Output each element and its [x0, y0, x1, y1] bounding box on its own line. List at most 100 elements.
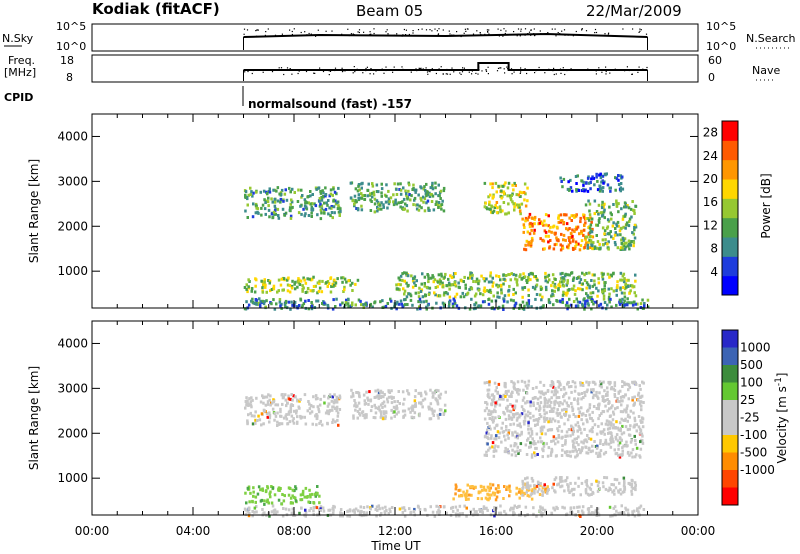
data-cell [591, 511, 594, 515]
data-cell [380, 512, 383, 515]
data-cell [575, 243, 578, 247]
data-cell [347, 297, 350, 301]
data-cell [617, 183, 621, 186]
data-cell [635, 446, 639, 450]
data-cell [558, 299, 562, 303]
data-cell [246, 216, 249, 219]
data-cell [516, 445, 519, 449]
data-cell [532, 396, 536, 400]
data-cell [341, 512, 344, 516]
data-cell [470, 276, 474, 280]
nsearch-point [325, 30, 327, 32]
data-cell [584, 300, 587, 303]
data-cell [557, 435, 561, 439]
nave-point [637, 71, 639, 73]
data-cell [509, 506, 513, 510]
data-cell [415, 207, 419, 211]
data-cell [637, 510, 640, 514]
data-cell [588, 284, 591, 288]
data-cell [606, 427, 610, 431]
data-cell [600, 206, 604, 210]
data-cell [601, 189, 604, 193]
data-cell [560, 180, 563, 183]
nave-point [453, 71, 455, 73]
data-cell [254, 211, 258, 215]
nave-point [638, 66, 640, 68]
data-cell [506, 404, 510, 408]
data-cell [427, 280, 430, 284]
data-cell [354, 282, 357, 286]
data-cell [388, 391, 392, 394]
data-cell [587, 240, 590, 244]
data-cell [633, 425, 636, 429]
data-cell [494, 404, 497, 408]
cpid-label: CPID [4, 91, 33, 104]
data-cell [307, 195, 310, 198]
data-cell [287, 493, 291, 497]
data-cell [327, 508, 330, 512]
data-cell [528, 488, 531, 492]
data-cell [575, 437, 578, 441]
data-cell [539, 401, 543, 405]
data-cell [616, 284, 619, 288]
data-cell [337, 204, 340, 208]
data-cell [589, 239, 593, 243]
nsearch-point [540, 33, 542, 35]
data-cell [420, 402, 423, 406]
data-cell [525, 391, 529, 395]
data-cell [565, 430, 569, 434]
data-cell [529, 400, 532, 404]
nsearch-point [530, 34, 532, 36]
data-cell [523, 514, 527, 518]
data-cell [557, 214, 561, 218]
data-cell [586, 388, 589, 392]
data-cell [440, 272, 443, 276]
data-cell [631, 200, 634, 203]
nave-point [601, 71, 603, 73]
data-cell [486, 508, 489, 512]
data-cell [407, 292, 411, 296]
data-cell [632, 244, 635, 248]
data-cell [539, 380, 542, 384]
data-cell [445, 284, 448, 288]
nave-point [278, 67, 280, 69]
data-cell [615, 303, 618, 307]
data-cell [605, 172, 608, 176]
data-cell [382, 203, 385, 207]
data-cell [332, 187, 335, 191]
data-cell [319, 217, 323, 221]
data-cell [486, 428, 489, 432]
nsearch-point [638, 31, 640, 33]
data-cell [541, 295, 544, 299]
data-cell [459, 295, 463, 299]
data-cell [580, 392, 584, 395]
data-cell [590, 230, 594, 234]
data-cell [273, 188, 277, 192]
data-cell [272, 284, 276, 288]
data-cell [383, 412, 386, 416]
data-cell [271, 504, 275, 508]
data-cell [526, 476, 529, 480]
data-cell [588, 447, 591, 451]
nsearch-point [300, 31, 302, 34]
data-cell [523, 182, 527, 186]
data-cell [356, 278, 360, 282]
data-cell [297, 211, 301, 215]
nave-point [442, 73, 444, 75]
data-cell [372, 193, 376, 197]
nave-point [353, 66, 355, 68]
velocity-colorbar-tick: 1000 [740, 341, 771, 355]
data-cell [597, 218, 601, 222]
data-cell [303, 198, 307, 202]
nave-point [538, 66, 540, 69]
data-cell [511, 404, 514, 408]
data-cell [536, 401, 539, 405]
data-cell [561, 300, 564, 304]
data-cell [590, 390, 593, 394]
data-cell [460, 279, 463, 283]
data-cell [286, 289, 290, 293]
data-cell [591, 410, 594, 414]
data-cell [397, 390, 400, 393]
data-cell [442, 209, 446, 213]
data-cell [504, 512, 508, 516]
